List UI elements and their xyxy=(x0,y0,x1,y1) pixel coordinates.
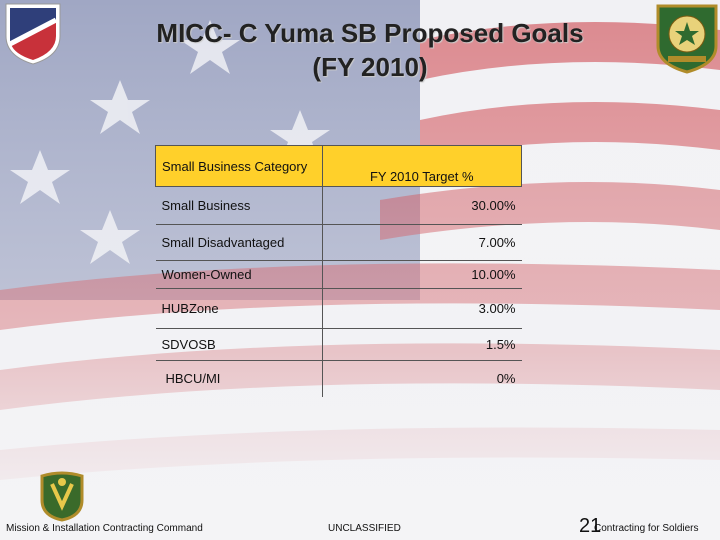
row-category: HUBZone xyxy=(155,288,323,329)
table-row: Small Business 30.00% xyxy=(155,186,522,225)
command-insignia-logo xyxy=(40,471,84,522)
footer-motto: Contracting for Soldiers xyxy=(594,523,699,534)
row-category: HBCU/MI xyxy=(155,360,323,397)
row-category: SDVOSB xyxy=(155,328,323,361)
row-target: 1.5% xyxy=(322,328,522,361)
table-row: HBCU/MI 0% xyxy=(155,360,522,397)
goals-table: Small Business Category FY 2010 Target %… xyxy=(155,145,522,397)
table-row: SDVOSB 1.5% xyxy=(155,328,522,361)
row-category: Small Business xyxy=(155,186,323,225)
slide-title: MICC- C Yuma SB Proposed Goals (FY 2010) xyxy=(90,16,650,84)
table-row: HUBZone 3.00% xyxy=(155,288,522,329)
army-shield-logo xyxy=(5,3,61,65)
row-target: 7.00% xyxy=(322,224,522,261)
contracting-seal-logo xyxy=(656,4,718,74)
header-category: Small Business Category xyxy=(155,145,323,187)
footer-classification: UNCLASSIFIED xyxy=(328,523,401,534)
row-target: 30.00% xyxy=(322,186,522,225)
header-target: FY 2010 Target % xyxy=(321,145,522,187)
title-line-1: MICC- C Yuma SB Proposed Goals xyxy=(156,18,584,48)
table-row: Small Disadvantaged 7.00% xyxy=(155,224,522,261)
title-line-2: (FY 2010) xyxy=(312,52,428,82)
row-target: 0% xyxy=(496,371,516,387)
table-header-row: Small Business Category FY 2010 Target % xyxy=(155,145,522,187)
table-row: Women-Owned 10.00% xyxy=(155,260,522,289)
row-target: 10.00% xyxy=(322,260,522,289)
page-number: 21 xyxy=(579,515,602,537)
footer-command-name: Mission & Installation Contracting Comma… xyxy=(6,523,203,534)
row-category: Small Disadvantaged xyxy=(155,224,323,261)
row-category: Women-Owned xyxy=(155,260,323,289)
row-target: 3.00% xyxy=(322,288,522,329)
